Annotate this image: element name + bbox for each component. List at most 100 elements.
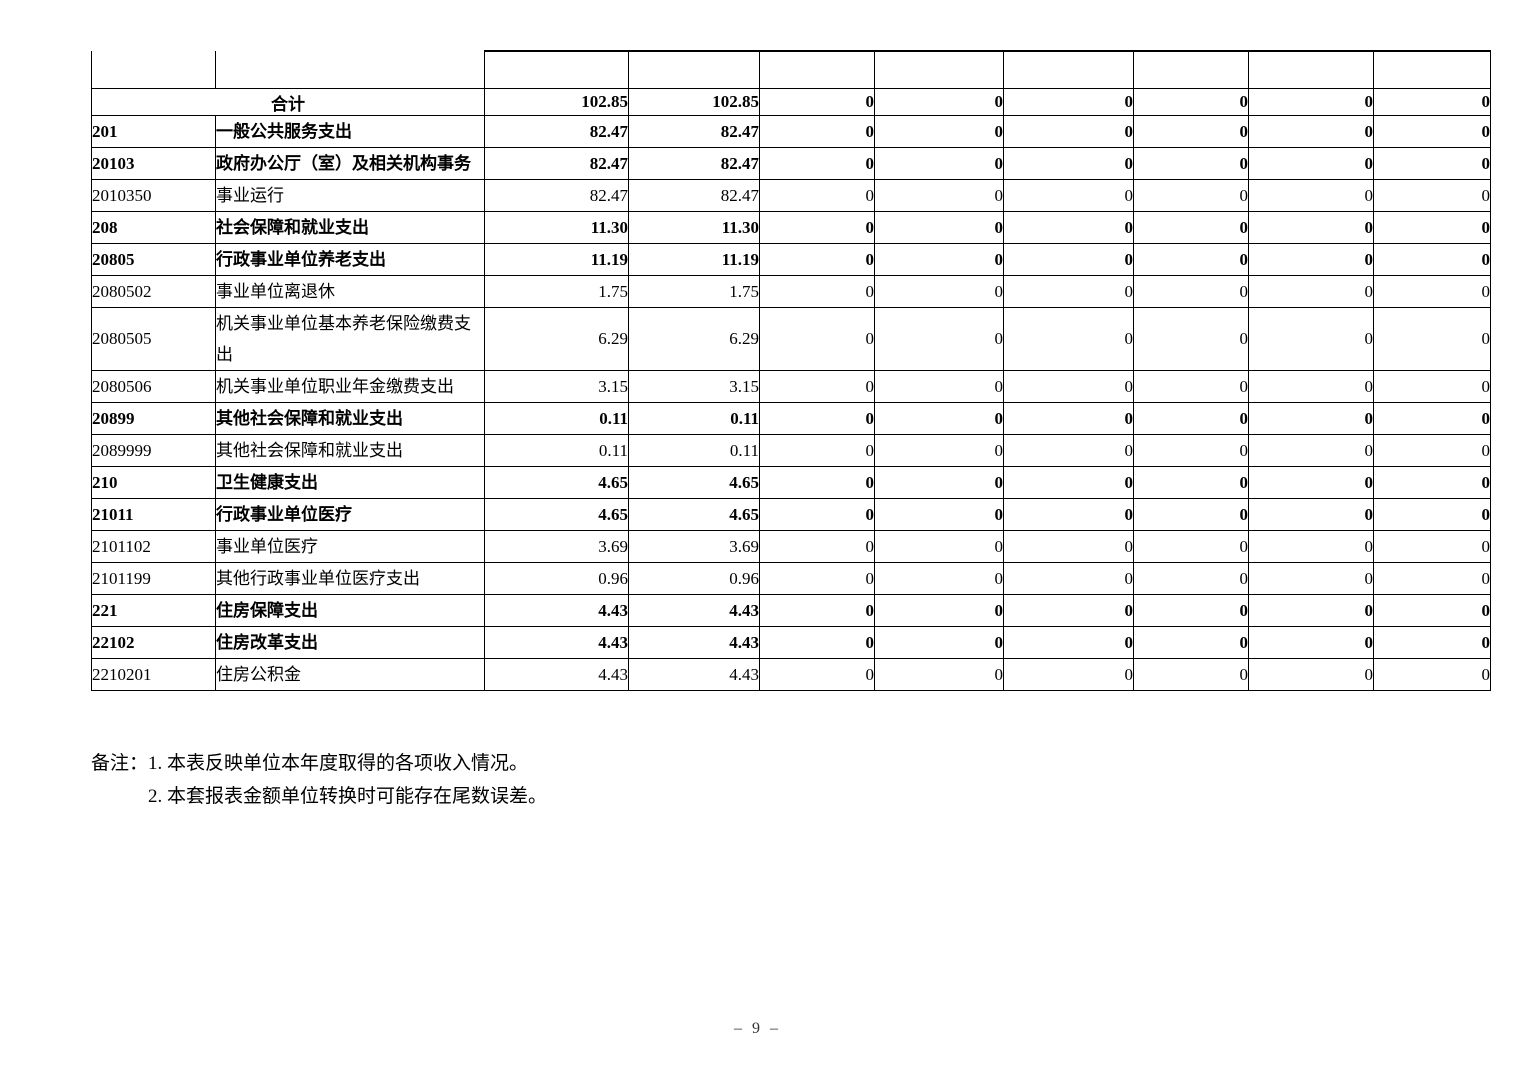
name-cell: 一般公共服务支出 — [215, 115, 485, 148]
value-cell: 0 — [1133, 498, 1249, 531]
code-cell: 208 — [91, 211, 216, 244]
total-value-cell: 0 — [1248, 88, 1374, 116]
value-cell: 4.65 — [484, 466, 629, 499]
name-cell: 行政事业单位养老支出 — [215, 243, 485, 276]
value-cell: 11.19 — [484, 243, 629, 276]
value-cell: 0 — [1373, 179, 1491, 212]
table-row: 221 住房保障支出 4.43 4.43 0 0 0 0 0 0 — [91, 594, 1491, 627]
value-cell: 82.47 — [628, 147, 760, 180]
name-cell: 事业单位离退休 — [215, 275, 485, 308]
value-cell: 0 — [1373, 275, 1491, 308]
page-number: – 9 – — [734, 1020, 781, 1037]
value-cell: 4.43 — [484, 658, 629, 691]
total-value-cell: 102.85 — [484, 88, 629, 116]
value-cell: 0 — [1133, 466, 1249, 499]
value-cell: 0 — [1373, 307, 1491, 371]
value-cell: 0 — [1003, 658, 1134, 691]
name-cell: 机关事业单位基本养老保险缴费支出 — [215, 307, 485, 371]
name-cell: 住房公积金 — [215, 658, 485, 691]
name-cell: 事业运行 — [215, 179, 485, 212]
value-cell: 0 — [759, 434, 875, 467]
value-cell: 0 — [1003, 147, 1134, 180]
value-cell: 0 — [1248, 498, 1374, 531]
table-row: 2101102 事业单位医疗 3.69 3.69 0 0 0 0 0 0 — [91, 530, 1491, 563]
code-cell: 20805 — [91, 243, 216, 276]
name-cell: 住房改革支出 — [215, 626, 485, 659]
value-cell: 0 — [1248, 658, 1374, 691]
name-cell: 住房保障支出 — [215, 594, 485, 627]
value-cell: 0 — [874, 402, 1004, 435]
value-cell: 0 — [1248, 402, 1374, 435]
value-cell: 0 — [1133, 370, 1249, 403]
table-row: 201 一般公共服务支出 82.47 82.47 0 0 0 0 0 0 — [91, 115, 1491, 148]
value-cell: 0 — [1373, 530, 1491, 563]
value-cell: 0 — [1133, 179, 1249, 212]
code-cell: 2210201 — [91, 658, 216, 691]
code-cell: 2080502 — [91, 275, 216, 308]
value-cell: 0 — [759, 626, 875, 659]
code-cell: 221 — [91, 594, 216, 627]
total-row: 合计 102.85 102.85 0 0 0 0 0 0 — [91, 88, 1491, 116]
empty-header-cell — [1003, 50, 1134, 89]
code-cell: 20899 — [91, 402, 216, 435]
value-cell: 4.43 — [628, 626, 760, 659]
empty-header-cell — [759, 50, 875, 89]
value-cell: 0 — [874, 243, 1004, 276]
value-cell: 0 — [1373, 434, 1491, 467]
empty-header-cell — [484, 50, 629, 89]
value-cell: 0 — [1373, 115, 1491, 148]
value-cell: 0 — [1133, 530, 1249, 563]
value-cell: 0 — [1003, 594, 1134, 627]
value-cell: 0 — [874, 498, 1004, 531]
value-cell: 0 — [874, 434, 1004, 467]
value-cell: 0 — [759, 562, 875, 595]
table-row: 20103 政府办公厅（室）及相关机构事务 82.47 82.47 0 0 0 0 0 0 — [91, 147, 1491, 180]
value-cell: 6.29 — [484, 307, 629, 371]
name-cell: 卫生健康支出 — [215, 466, 485, 499]
value-cell: 0 — [874, 562, 1004, 595]
name-cell: 机关事业单位职业年金缴费支出 — [215, 370, 485, 403]
value-cell: 0 — [1003, 307, 1134, 371]
value-cell: 82.47 — [484, 115, 629, 148]
table-row: 2210201 住房公积金 4.43 4.43 0 0 0 0 0 0 — [91, 658, 1491, 691]
table-row: 21011 行政事业单位医疗 4.65 4.65 0 0 0 0 0 0 — [91, 498, 1491, 531]
value-cell: 4.65 — [628, 466, 760, 499]
total-value-cell: 0 — [759, 88, 875, 116]
value-cell: 0 — [1133, 434, 1249, 467]
note-line-2: 2. 本套报表金额单位转换时可能存在尾数误差。 — [148, 786, 548, 807]
value-cell: 0 — [1133, 275, 1249, 308]
value-cell: 0 — [759, 498, 875, 531]
value-cell: 0 — [1133, 402, 1249, 435]
name-cell: 其他社会保障和就业支出 — [215, 434, 485, 467]
value-cell: 0 — [1248, 562, 1374, 595]
value-cell: 0 — [1133, 211, 1249, 244]
value-cell: 4.43 — [484, 626, 629, 659]
name-cell: 社会保障和就业支出 — [215, 211, 485, 244]
value-cell: 0.11 — [628, 434, 760, 467]
name-cell: 其他社会保障和就业支出 — [215, 402, 485, 435]
code-cell: 2080505 — [91, 307, 216, 371]
name-cell: 政府办公厅（室）及相关机构事务 — [215, 147, 485, 180]
total-value-cell: 0 — [1373, 88, 1491, 116]
value-cell: 4.65 — [628, 498, 760, 531]
value-cell: 0 — [874, 626, 1004, 659]
value-cell: 0 — [1248, 434, 1374, 467]
code-cell: 21011 — [91, 498, 216, 531]
value-cell: 0 — [1248, 243, 1374, 276]
continuation-header-row — [91, 50, 1491, 89]
value-cell: 0 — [1133, 115, 1249, 148]
value-cell: 0 — [759, 402, 875, 435]
code-cell: 20103 — [91, 147, 216, 180]
value-cell: 0 — [874, 115, 1004, 148]
empty-header-cell — [874, 50, 1004, 89]
empty-header-cell — [91, 51, 216, 89]
table-row: 2080502 事业单位离退休 1.75 1.75 0 0 0 0 0 0 — [91, 275, 1491, 308]
value-cell: 0 — [1248, 307, 1374, 371]
code-cell: 2101199 — [91, 562, 216, 595]
name-cell: 行政事业单位医疗 — [215, 498, 485, 531]
value-cell: 0 — [874, 466, 1004, 499]
value-cell: 0 — [1133, 626, 1249, 659]
value-cell: 3.69 — [628, 530, 760, 563]
value-cell: 0 — [1003, 466, 1134, 499]
code-cell: 2089999 — [91, 434, 216, 467]
